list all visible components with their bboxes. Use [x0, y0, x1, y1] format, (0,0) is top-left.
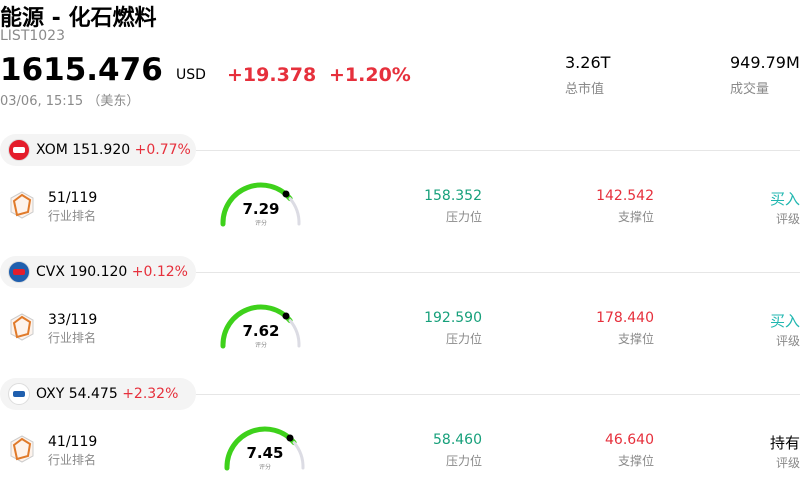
- stock-pill[interactable]: [0, 256, 196, 288]
- logo: [8, 261, 30, 283]
- time: 03/06, 15:15 （美东）: [0, 94, 140, 109]
- price: 190.120: [69, 264, 128, 280]
- stat-label: 总市值: [565, 82, 605, 97]
- rank: 41/119: [48, 434, 98, 450]
- currency: USD: [176, 67, 206, 83]
- resistance: 158.352: [424, 188, 482, 204]
- gauge-arc: [220, 304, 301, 349]
- change: +0.77%: [134, 142, 191, 158]
- resistance-label: 压力位: [445, 332, 482, 346]
- gauge: [218, 300, 304, 350]
- change: +19.378: [227, 64, 317, 86]
- logo: [8, 383, 30, 405]
- rating-label: 评级: [775, 456, 800, 470]
- score-label: 评分: [254, 220, 267, 227]
- change: +0.12%: [131, 264, 188, 280]
- price: 54.475: [68, 386, 118, 402]
- stat-value: 3.26T: [565, 53, 611, 72]
- gauge-arc: [224, 426, 305, 471]
- rank: 51/119: [48, 190, 98, 206]
- rank-label: 行业排名: [48, 453, 97, 467]
- stock-header[interactable]: XOM 151.920 +0.77%: [36, 142, 191, 158]
- hexagon: [10, 191, 34, 219]
- stat-label: 成交量: [730, 82, 770, 97]
- rating: 买入: [769, 312, 800, 330]
- support: 46.640: [605, 432, 654, 448]
- price: 1615.476: [0, 52, 163, 88]
- logo-mark: [13, 147, 25, 153]
- score: 7.62: [242, 322, 280, 340]
- divider: [196, 150, 800, 151]
- stock-header[interactable]: CVX 190.120 +0.12%: [36, 264, 188, 280]
- score: 7.45: [246, 444, 284, 462]
- ticker: OXY: [36, 386, 65, 402]
- resistance: 58.460: [433, 432, 482, 448]
- rating: 买入: [769, 190, 800, 208]
- logo-mark: [13, 391, 25, 397]
- gauge: [222, 422, 308, 472]
- resistance-label: 压力位: [445, 210, 482, 224]
- ticker: XOM: [36, 142, 68, 158]
- support: 178.440: [596, 310, 654, 326]
- rank-icon: [8, 190, 36, 220]
- divider: [196, 272, 800, 273]
- change-pct: +1.20%: [329, 64, 411, 86]
- price: 151.920: [72, 142, 131, 158]
- logo: [8, 139, 30, 161]
- rating-label: 评级: [775, 334, 800, 348]
- rank-icon: [8, 434, 36, 464]
- support-label: 支撑位: [617, 332, 654, 346]
- logo-mark: [13, 269, 25, 275]
- hexagon: [10, 313, 34, 341]
- stock-pill[interactable]: [0, 134, 196, 166]
- score: 7.29: [242, 200, 280, 218]
- resistance-label: 压力位: [445, 454, 482, 468]
- title: 能源 - 化石燃料: [0, 6, 157, 31]
- rank-icon: [8, 312, 36, 342]
- support-label: 支撑位: [617, 210, 654, 224]
- score-label: 评分: [254, 342, 267, 349]
- change: +2.32%: [122, 386, 179, 402]
- score-label: 评分: [258, 464, 271, 471]
- rating: 持有: [769, 434, 800, 452]
- stat-value: 949.79M: [730, 53, 800, 72]
- list-code: LIST1023: [0, 28, 65, 44]
- stock-header[interactable]: OXY 54.475 +2.32%: [36, 386, 178, 402]
- resistance: 192.590: [424, 310, 482, 326]
- support: 142.542: [596, 188, 654, 204]
- rank-label: 行业排名: [48, 209, 97, 223]
- gauge: [218, 178, 304, 228]
- stock-pill[interactable]: [0, 378, 196, 410]
- rank: 33/119: [48, 312, 98, 328]
- rating-label: 评级: [775, 212, 800, 226]
- ticker: CVX: [36, 264, 65, 280]
- rank-label: 行业排名: [48, 331, 97, 345]
- gauge-arc: [220, 182, 301, 227]
- divider: [196, 394, 800, 395]
- hexagon: [10, 435, 34, 463]
- support-label: 支撑位: [617, 454, 654, 468]
